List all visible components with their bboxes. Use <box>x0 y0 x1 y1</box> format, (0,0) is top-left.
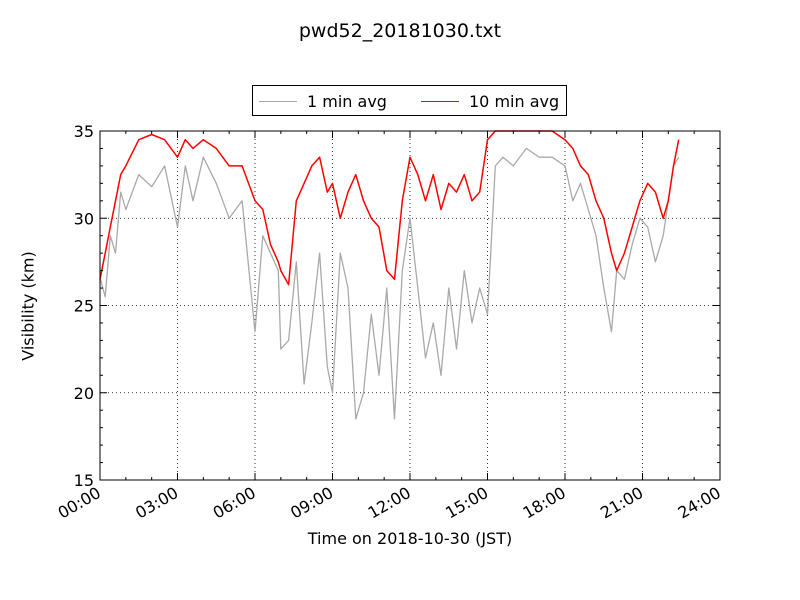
series-1min-avg-line <box>99 147 680 420</box>
x-tick-label: 18:00 <box>520 483 569 523</box>
legend-label-10min: 10 min avg <box>469 91 560 111</box>
x-axis-label: Time on 2018-10-30 (JST) <box>307 529 513 548</box>
series-10min-avg-line <box>99 130 680 286</box>
x-tick-label: 21:00 <box>597 483 646 523</box>
chart-title: pwd52_20181030.txt <box>298 20 502 42</box>
legend-label-1min: 1 min avg <box>307 91 387 111</box>
grid-lines <box>100 131 720 480</box>
series-layer <box>99 130 680 420</box>
y-tick-label: 25 <box>74 297 94 316</box>
y-tick-label: 15 <box>74 471 94 490</box>
legend-item-1min: 1 min avg <box>259 90 387 112</box>
legend: 1 min avg 10 min avg <box>252 85 567 116</box>
x-tick-label: 03:00 <box>132 483 181 523</box>
legend-swatch-10min <box>421 100 459 102</box>
y-axis-label: Visibility (km) <box>18 251 38 361</box>
axis-ticks <box>99 130 721 481</box>
legend-item-10min: 10 min avg <box>421 90 559 112</box>
x-tick-label: 24:00 <box>675 483 724 523</box>
x-tick-label: 12:00 <box>365 483 414 523</box>
x-tick-label: 09:00 <box>287 483 336 523</box>
y-tick-label: 30 <box>74 209 94 228</box>
legend-swatch-1min <box>259 100 297 102</box>
x-tick-label: 15:00 <box>442 483 491 523</box>
y-tick-label: 35 <box>74 122 94 141</box>
y-tick-label: 20 <box>74 384 94 403</box>
x-tick-label: 06:00 <box>210 483 259 523</box>
